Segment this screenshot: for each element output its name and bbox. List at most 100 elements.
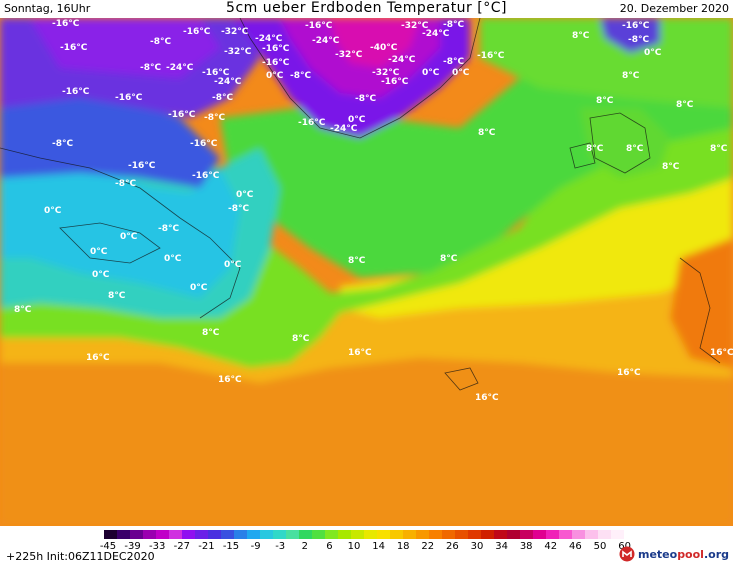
temp-label: 8°C <box>662 162 680 172</box>
north-green-field <box>480 18 733 108</box>
colorbar-tick-label: -33 <box>149 541 166 552</box>
colorbar-ticks: -45 -39 -33 -27 -21 -15 -9 -3 2 6 10 14 18 22 26 30 34 38… <box>100 541 634 553</box>
colorbar-tick-label: 38 <box>519 541 533 552</box>
temp-label: -24°C <box>255 34 283 44</box>
temp-label: 8°C <box>572 31 590 41</box>
iberia-field <box>670 238 733 368</box>
temp-label: -24°C <box>312 36 340 46</box>
temp-label: -8°C <box>628 35 649 45</box>
temp-label: 8°C <box>478 128 496 138</box>
temperature-colorbar <box>104 530 624 539</box>
temp-label: 16°C <box>218 375 242 385</box>
colorbar-cell <box>442 530 455 539</box>
colorbar-cell <box>507 530 520 539</box>
colorbar-cell <box>195 530 208 539</box>
colorbar-cell <box>247 530 260 539</box>
map-header: Sonntag, 16Uhr 5cm ueber Erdboden Temper… <box>0 0 733 18</box>
colorbar-cell <box>156 530 169 539</box>
temp-label: -8°C <box>443 57 464 67</box>
temp-label: 8°C <box>596 96 614 106</box>
temp-label: 0°C <box>644 48 662 58</box>
greenland-coast <box>239 18 481 139</box>
colorbar-cell <box>546 530 559 539</box>
temp-label: -16°C <box>168 110 196 120</box>
temp-label: -8°C <box>140 63 161 73</box>
colorbar-cell <box>117 530 130 539</box>
temp-label: 16°C <box>710 348 733 358</box>
temp-label: 8°C <box>676 100 694 110</box>
colorbar-tick-label: 22 <box>421 541 435 552</box>
colorbar-tick-label: 18 <box>396 541 410 552</box>
temp-label: 8°C <box>626 144 644 154</box>
colorbar-tick-label: 42 <box>544 541 558 552</box>
iberia-coast <box>679 257 721 364</box>
colorbar-tick-label: -9 <box>250 541 261 552</box>
colorbar-cell <box>143 530 156 539</box>
temp-label: 8°C <box>586 144 604 154</box>
colorbar-cell <box>182 530 195 539</box>
temp-label: -24°C <box>214 77 242 87</box>
colorbar-cell <box>234 530 247 539</box>
temp-label: -8°C <box>150 37 171 47</box>
temp-label: -16°C <box>52 19 80 29</box>
labrador-coast <box>0 147 241 319</box>
temp-label: 0°C <box>422 68 440 78</box>
colorbar-tick-label: 26 <box>446 541 459 552</box>
temp-label: -8°C <box>158 224 179 234</box>
temp-label: -16°C <box>115 93 143 103</box>
colorbar-tick-label: 60 <box>618 541 631 552</box>
temp-label: -8°C <box>228 204 249 214</box>
temp-label: -16°C <box>305 21 333 31</box>
colorbar-tick-label: 14 <box>372 541 385 552</box>
temp-label: -8°C <box>443 20 464 30</box>
temp-label: -24°C <box>330 124 358 134</box>
colorbar-cell <box>481 530 494 539</box>
temp-label: -24°C <box>388 55 416 65</box>
uk-field <box>580 108 670 178</box>
colorbar-cell <box>299 530 312 539</box>
colorbar-cell <box>455 530 468 539</box>
ireland-coast <box>569 142 596 169</box>
map-footer: -45 -39 -33 -27 -21 -15 -9 -3 2 6 10 14 18 22 26 30 34 38… <box>0 526 733 566</box>
temp-label: 0°C <box>224 260 242 270</box>
temp-label: 16°C <box>348 348 372 358</box>
colorbar-cell <box>325 530 338 539</box>
temp-label: -40°C <box>370 43 398 53</box>
temp-label: -16°C <box>202 68 230 78</box>
temp-label: 8°C <box>440 254 458 264</box>
colorbar-cell <box>468 530 481 539</box>
temp-label: 0°C <box>190 283 208 293</box>
colorbar-cell <box>169 530 182 539</box>
coastlines <box>0 18 721 391</box>
temp-label: 8°C <box>108 291 126 301</box>
map-title: 5cm ueber Erdboden Temperatur [°C] <box>226 0 507 16</box>
forecast-init: +225h Init:06Z11DEC2020 <box>6 550 155 563</box>
newfoundland-coast <box>59 222 161 264</box>
temp-label: 16°C <box>475 393 499 403</box>
temp-label: -16°C <box>190 139 218 149</box>
temp-label: -8°C <box>115 179 136 189</box>
colorbar-cell <box>611 530 624 539</box>
colorbar-cell <box>364 530 377 539</box>
colorbar-cell <box>260 530 273 539</box>
colorbar-cell <box>533 530 546 539</box>
temp-label: 0°C <box>266 71 284 81</box>
azores-coast <box>444 367 479 391</box>
britain-coast <box>589 112 651 174</box>
temp-label: 0°C <box>348 115 366 125</box>
temp-label: -16°C <box>298 118 326 128</box>
temp-label: -32°C <box>221 27 249 37</box>
colorbar-cell <box>416 530 429 539</box>
temp-label: -16°C <box>62 87 90 97</box>
temp-label: -32°C <box>335 50 363 60</box>
colorbar-cell <box>104 530 117 539</box>
violet-field <box>30 18 220 78</box>
temp-label: -8°C <box>204 113 225 123</box>
temp-label: 0°C <box>120 232 138 242</box>
temp-label: 8°C <box>348 256 366 266</box>
temp-label: -32°C <box>372 68 400 78</box>
meteopool-logo[interactable]: meteopool.org <box>619 545 729 563</box>
colorbar-tick-label: -45 <box>99 541 117 552</box>
temp-label: -32°C <box>401 21 429 31</box>
temp-label: -8°C <box>52 139 73 149</box>
